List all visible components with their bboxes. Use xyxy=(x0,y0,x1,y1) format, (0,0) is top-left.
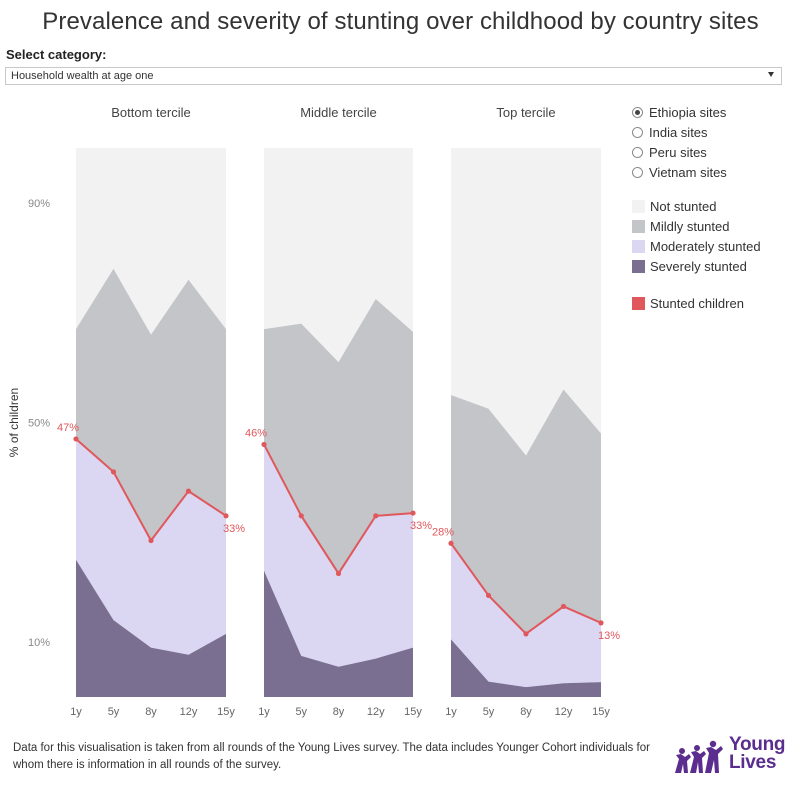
panel-title-1: Bottom tercile xyxy=(111,105,190,120)
area-mildly-stunted xyxy=(76,268,226,541)
logo-line-2: Lives xyxy=(729,752,777,773)
category-dropdown[interactable]: Household wealth at age one xyxy=(5,67,782,85)
stunted-data-label: 47% xyxy=(57,422,79,434)
stunted-data-label: 13% xyxy=(598,630,620,642)
stunted-point xyxy=(185,488,192,494)
area-severely-stunted xyxy=(76,559,226,697)
dropdown-arrow-icon xyxy=(768,72,774,77)
x-tick-label: 15y xyxy=(592,706,610,718)
stunted-point xyxy=(523,631,529,637)
stunted-data-label: 46% xyxy=(245,427,267,439)
y-tick-label: 50% xyxy=(28,418,50,430)
stunted-point xyxy=(148,537,154,544)
stunted-point xyxy=(73,436,79,442)
legend-swatch xyxy=(632,297,645,310)
x-tick-label: 8y xyxy=(520,706,532,718)
x-tick-label: 1y xyxy=(258,706,270,718)
area-mildly-stunted xyxy=(451,389,601,634)
chart-title: Prevalence and severity of stunting over… xyxy=(42,8,759,35)
stunted-point xyxy=(223,513,229,519)
stunted-data-label: 28% xyxy=(432,526,454,538)
legend-swatch xyxy=(632,220,645,233)
stunted-point xyxy=(485,592,492,599)
radio-label: Ethiopia sites xyxy=(649,105,727,120)
legend-label: Severely stunted xyxy=(650,259,747,274)
area-severely-stunted xyxy=(451,639,601,697)
young-lives-logo[interactable]: Young Lives xyxy=(673,734,793,775)
radio-label: India sites xyxy=(649,125,708,140)
select-category-label: Select category: xyxy=(6,47,107,62)
stunted-point xyxy=(448,540,454,546)
radio-circle-icon xyxy=(632,127,643,138)
x-tick-label: 12y xyxy=(367,706,385,718)
x-tick-label: 1y xyxy=(70,706,82,718)
x-tick-label: 15y xyxy=(217,706,235,718)
stunted-point xyxy=(373,513,379,519)
y-tick-label: 90% xyxy=(28,198,50,210)
stunted-point xyxy=(560,603,567,610)
legend-label: Stunted children xyxy=(650,296,744,311)
area-not-stunted xyxy=(264,148,413,363)
category-dropdown-value: Household wealth at age one xyxy=(11,70,154,82)
radio-label: Peru sites xyxy=(649,145,707,160)
x-tick-label: 12y xyxy=(555,706,573,718)
legend-label: Not stunted xyxy=(650,199,717,214)
x-tick-label: 8y xyxy=(333,706,345,718)
y-axis-title: % of children xyxy=(7,388,21,457)
legend-swatch xyxy=(632,260,645,273)
stunted-point xyxy=(261,441,267,448)
radio-label: Vietnam sites xyxy=(649,165,727,180)
stunted-point xyxy=(335,570,342,577)
x-tick-label: 5y xyxy=(483,706,495,718)
radio-circle-icon xyxy=(632,107,643,118)
y-tick-label: 10% xyxy=(28,637,50,649)
x-tick-label: 8y xyxy=(145,706,157,718)
footnote: Data for this visualisation is taken fro… xyxy=(13,742,650,771)
x-tick-label: 12y xyxy=(180,706,198,718)
legend-label: Mildly stunted xyxy=(650,219,730,234)
panel-title-3: Top tercile xyxy=(496,105,555,120)
radio-circle-icon xyxy=(632,167,643,178)
x-tick-label: 15y xyxy=(404,706,422,718)
area-severely-stunted xyxy=(264,570,413,697)
stunted-point xyxy=(598,620,604,626)
x-tick-label: 5y xyxy=(108,706,120,718)
area-mildly-stunted xyxy=(264,298,413,574)
legend-label: Moderately stunted xyxy=(650,239,761,254)
area-moderately-stunted xyxy=(264,444,413,667)
stunted-point xyxy=(110,469,117,475)
logo-line-1: Young xyxy=(729,734,786,755)
x-tick-label: 5y xyxy=(295,706,307,718)
area-not-stunted xyxy=(451,148,601,456)
legend-swatch xyxy=(632,240,645,253)
area-not-stunted xyxy=(76,148,226,335)
stunted-point xyxy=(298,513,304,519)
young-lives-figures-icon xyxy=(675,740,723,773)
logo-text: Young Lives xyxy=(729,734,786,773)
stunted-data-label: 33% xyxy=(223,523,245,535)
radio-circle-icon xyxy=(632,147,643,158)
legend-swatch xyxy=(632,200,645,213)
area-moderately-stunted xyxy=(451,543,601,688)
x-tick-label: 1y xyxy=(445,706,457,718)
stunted-point xyxy=(410,510,416,516)
panel-title-2: Middle tercile xyxy=(300,105,377,120)
stunted-data-label: 33% xyxy=(410,520,432,532)
